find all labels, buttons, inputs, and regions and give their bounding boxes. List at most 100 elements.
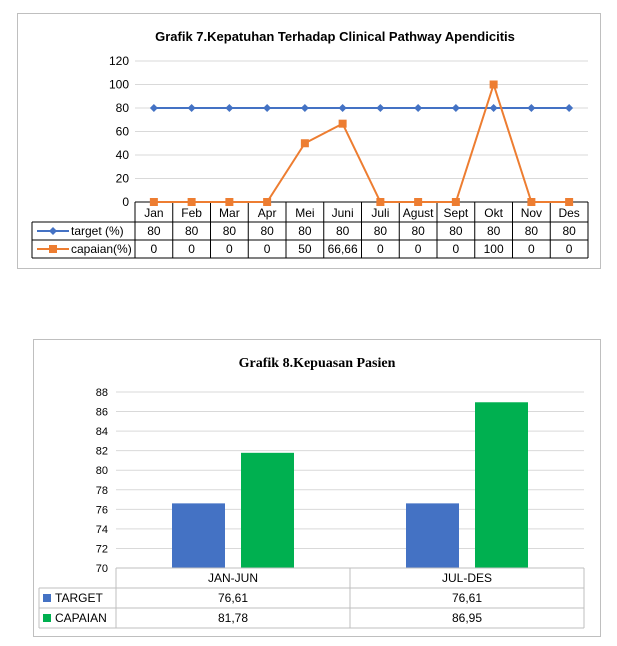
chart-8-x-tick-label: JUL-DES — [442, 571, 492, 585]
chart-7-table-value: 80 — [260, 224, 274, 238]
chart-7-x-tick-label: Jan — [144, 206, 163, 220]
chart-8-y-tick-label: 80 — [96, 465, 108, 477]
chart-7-table-value: 0 — [566, 242, 573, 256]
chart-8-y-tick-label: 84 — [96, 426, 108, 438]
chart-7-y-tick-label: 80 — [116, 101, 130, 115]
chart-7-data-point — [263, 198, 272, 206]
chart-7-data-point — [338, 104, 347, 112]
chart-7-data-point — [187, 104, 196, 112]
chart-8-y-tick-label: 82 — [96, 446, 108, 458]
chart-7-data-point — [300, 139, 309, 148]
chart-8-y-tick-label: 78 — [96, 485, 108, 497]
chart-7-legend-marker — [49, 227, 57, 235]
chart-8-bar — [406, 503, 459, 568]
chart-7-x-tick-label: Sept — [444, 206, 469, 220]
chart-7-data-point — [414, 104, 423, 112]
chart-7-table-value: 50 — [298, 242, 312, 256]
chart-7-table-value: 0 — [415, 242, 422, 256]
chart-7-data-point — [565, 104, 574, 112]
chart-8-bar — [172, 503, 225, 568]
chart-7-table-value: 80 — [449, 224, 463, 238]
chart-7-data-point — [338, 119, 347, 128]
chart-8-frame: Grafik 8.Kepuasan Pasien 70 72 74 76 78 80 82 84… — [33, 339, 601, 637]
chart-7-table-value: 0 — [226, 242, 233, 256]
chart-8-svg: Grafik 8.Kepuasan Pasien 70 72 74 76 78 80 82 84… — [38, 356, 585, 629]
chart-7-table-value: 0 — [188, 242, 195, 256]
chart-8-legend-swatch — [43, 594, 51, 602]
chart-8-table-value: 81,78 — [218, 611, 248, 625]
chart-7-data-point — [225, 104, 234, 112]
chart-7-y-tick-label: 40 — [116, 148, 130, 162]
chart-7-x-tick-label: Apr — [258, 206, 277, 220]
chart-7-table-value: 80 — [525, 224, 539, 238]
chart-8-table-value: 76,61 — [452, 591, 482, 605]
chart-7-data-point — [376, 104, 385, 112]
chart-7-x-tick-label: Agust — [403, 206, 434, 220]
chart-7-table-value: 0 — [151, 242, 158, 256]
chart-7-table-value: 80 — [411, 224, 425, 238]
chart-7-legend-label: capaian(%) — [71, 242, 132, 256]
chart-7-x-tick-label: Mei — [295, 206, 314, 220]
chart-8-bar — [241, 452, 294, 568]
chart-7-data-point — [225, 198, 234, 206]
chart-8-x-tick-label: JAN-JUN — [208, 571, 258, 585]
chart-8-bar — [475, 402, 528, 568]
chart-8-legend-label: TARGET — [55, 591, 103, 605]
chart-8-title: Grafik 8.Kepuasan Pasien — [239, 356, 396, 371]
chart-7-data-point — [149, 198, 158, 206]
chart-7-table-value: 80 — [185, 224, 199, 238]
chart-8-table-value: 76,61 — [218, 591, 248, 605]
chart-8-y-tick-label: 88 — [96, 387, 108, 399]
chart-7-table-value: 80 — [298, 224, 312, 238]
chart-7-data-point — [451, 198, 460, 206]
chart-7-data-point — [300, 104, 309, 112]
chart-7-series-line — [153, 81, 570, 203]
chart-7-x-tick-label: Feb — [181, 206, 202, 220]
chart-7-data-point — [149, 104, 158, 112]
chart-8-y-tick-label: 74 — [96, 524, 108, 536]
chart-7-data-point — [489, 80, 498, 89]
chart-7-table-value: 80 — [562, 224, 576, 238]
chart-7-data-point — [376, 198, 385, 206]
chart-7-svg: Grafik 7.Kepatuhan Terhadap Clinical Pat… — [31, 29, 589, 259]
chart-7-data-point — [527, 198, 536, 206]
chart-7-table-value: 80 — [223, 224, 237, 238]
chart-7-table-value: 66,66 — [328, 242, 358, 256]
chart-7-title: Grafik 7.Kepatuhan Terhadap Clinical Pat… — [155, 29, 515, 44]
chart-7-data-point — [263, 104, 272, 112]
chart-7-legend-marker — [49, 245, 57, 253]
chart-7-table-value: 0 — [264, 242, 271, 256]
chart-8-y-tick-label: 70 — [96, 563, 108, 575]
chart-8-legend-label: CAPAIAN — [55, 611, 107, 625]
chart-7-table-value: 80 — [336, 224, 350, 238]
chart-7-x-tick-label: Mar — [219, 206, 240, 220]
chart-7-table-value: 0 — [453, 242, 460, 256]
chart-7-table-value: 0 — [377, 242, 384, 256]
chart-7-y-tick-label: 20 — [116, 172, 130, 186]
chart-7-data-point — [565, 198, 574, 206]
chart-7-y-tick-label: 100 — [109, 78, 129, 92]
chart-8-y-tick-label: 76 — [96, 504, 108, 516]
chart-7-x-tick-label: Juli — [371, 206, 389, 220]
chart-7-data-point — [414, 198, 423, 206]
chart-7-y-tick-label: 120 — [109, 54, 129, 68]
chart-8-y-tick-label: 86 — [96, 407, 108, 419]
chart-8-legend-swatch — [43, 614, 51, 622]
chart-7-table-value: 80 — [374, 224, 388, 238]
chart-8-y-tick-label: 72 — [96, 543, 108, 555]
chart-7-data-point — [187, 198, 196, 206]
chart-7-table-value: 100 — [484, 242, 504, 256]
chart-7-table-value: 0 — [528, 242, 535, 256]
chart-7-y-tick-label: 0 — [122, 195, 129, 209]
chart-7-x-tick-label: Des — [558, 206, 579, 220]
chart-7-y-tick-label: 60 — [116, 125, 130, 139]
chart-7-table-value: 80 — [147, 224, 161, 238]
chart-7-data-point — [489, 104, 498, 112]
chart-7-table-value: 80 — [487, 224, 501, 238]
chart-7-legend-label: target (%) — [71, 224, 124, 238]
chart-7-frame: Grafik 7.Kepatuhan Terhadap Clinical Pat… — [17, 13, 601, 269]
chart-7-x-tick-label: Juni — [332, 206, 354, 220]
chart-8-table-value: 86,95 — [452, 611, 482, 625]
chart-7-data-point — [527, 104, 536, 112]
chart-7-data-point — [451, 104, 460, 112]
